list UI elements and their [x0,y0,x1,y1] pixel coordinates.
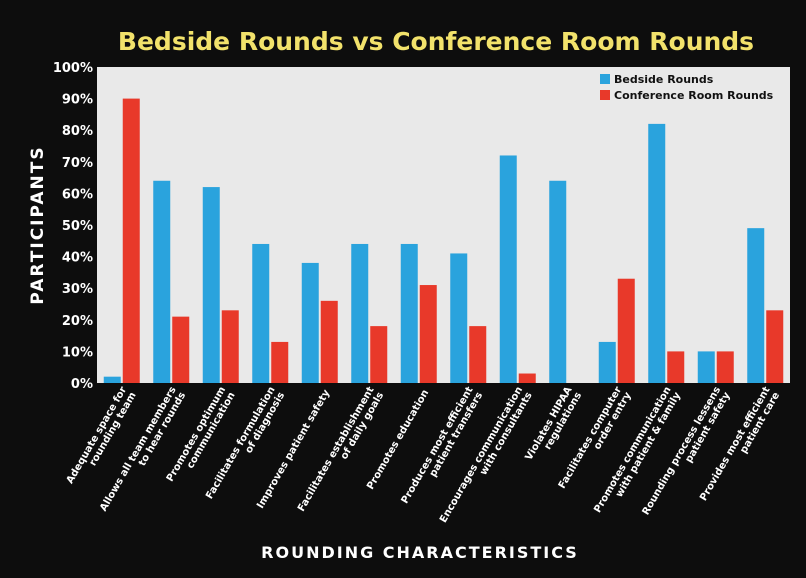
bar-conference [370,326,388,383]
bar-bedside [747,228,765,383]
bar-bedside [202,187,220,383]
bar-bedside [351,243,369,383]
bar-bedside [598,341,616,383]
legend-swatch [600,74,610,84]
legend-swatch [600,90,610,100]
chart-title: Bedside Rounds vs Conference Room Rounds [118,27,754,56]
bar-bedside [450,253,468,383]
legend-label: Conference Room Rounds [614,89,774,102]
bar-conference [518,373,536,383]
bar-bedside [252,243,270,383]
y-tick-label: 50% [62,219,93,234]
bar-conference [271,341,289,383]
bar-bedside [153,180,171,383]
legend-label: Bedside Rounds [614,73,714,86]
bar-bedside [549,180,567,383]
bar-conference [469,326,487,383]
y-tick-label: 80% [62,124,93,139]
y-tick-label: 30% [62,282,93,297]
bar-conference [617,278,635,383]
bar-bedside [499,155,517,383]
bar-bedside [301,262,319,383]
bar-bedside [103,376,121,383]
bar-conference [716,351,734,383]
bar-conference [766,310,784,383]
y-tick-label: 70% [62,156,93,171]
y-tick-label: 0% [71,377,93,392]
bar-conference [122,98,140,383]
bar-conference [320,300,338,383]
y-axis-label: PARTICIPANTS [28,145,48,304]
bar-bedside [648,123,666,383]
y-tick-label: 40% [62,251,93,266]
y-tick-label: 60% [62,187,93,202]
y-tick-label: 100% [53,61,93,76]
bar-conference [172,316,190,383]
bar-conference [221,310,239,383]
plot-area [97,67,790,383]
x-axis-label: ROUNDING CHARACTERISTICS [261,543,579,562]
bar-bedside [400,243,418,383]
y-tick-label: 10% [62,345,93,360]
bar-conference [667,351,685,383]
bar-bedside [697,351,715,383]
y-tick-label: 90% [62,93,93,108]
bar-conference [419,285,437,383]
y-tick-label: 20% [62,314,93,329]
